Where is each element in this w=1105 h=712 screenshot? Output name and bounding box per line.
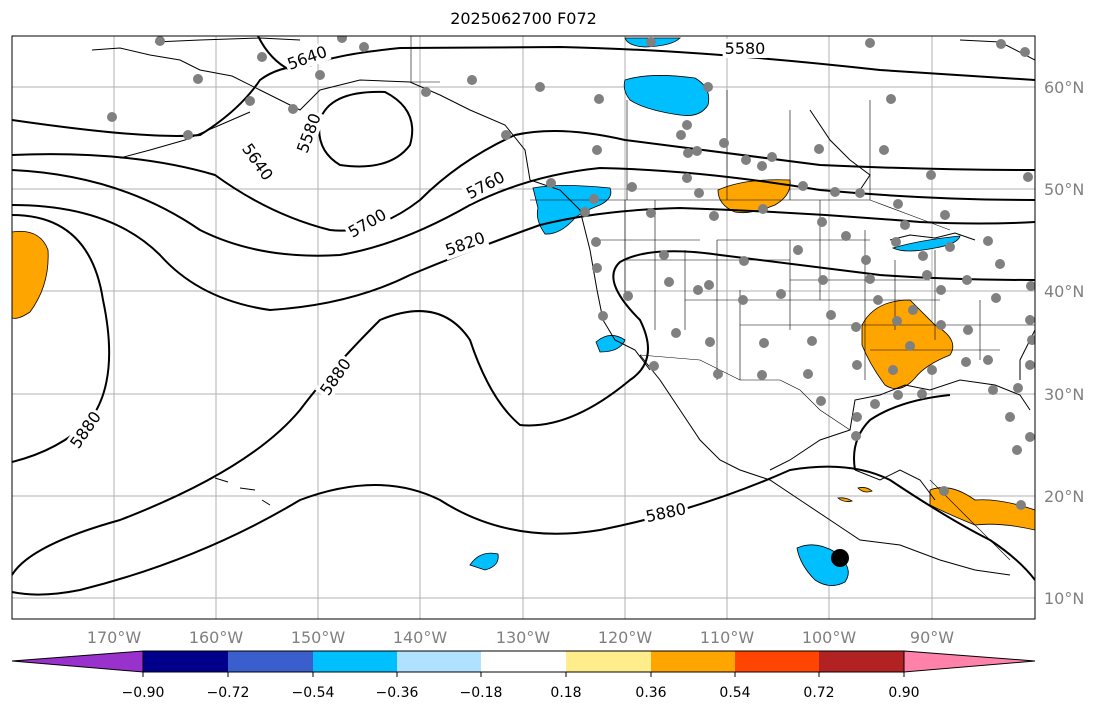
colorbar-tick-marks xyxy=(142,672,905,677)
colorbar-tick-5: −0.18 xyxy=(460,685,503,701)
contour-label-knockout xyxy=(282,41,332,75)
border-us-canada xyxy=(530,199,951,231)
border-alaska xyxy=(410,36,440,83)
colorbar-tick-10: 0.90 xyxy=(888,685,919,701)
colorbar-tick-6: 0.18 xyxy=(550,685,581,701)
contour-label-knockout xyxy=(343,203,392,243)
contour-5880-gulf xyxy=(853,394,951,471)
border-us-mexico xyxy=(639,354,851,431)
lat-label-50: 50°N xyxy=(1044,180,1084,199)
coast-lakes xyxy=(889,232,976,241)
coast-gulf xyxy=(769,379,1031,471)
contour-5880-south xyxy=(12,465,1035,596)
colorbar: −0.90 −0.72 −0.54 −0.36 −0.18 0.18 0.36 … xyxy=(11,650,1036,701)
colorbar-tick-4: −0.36 xyxy=(376,685,419,701)
border-states-v xyxy=(624,200,981,380)
lon-label-130w: 130°W xyxy=(496,628,551,647)
map-frame xyxy=(11,35,1036,620)
gridlines xyxy=(12,36,1035,619)
contour-5880-dateline xyxy=(12,214,111,463)
colorbar-tick-9: 0.72 xyxy=(803,685,834,701)
contour-5580-low xyxy=(318,90,414,168)
shade-blue-yukon xyxy=(623,75,710,116)
shade-orange-caribbean xyxy=(929,487,1035,531)
contour-label-knockout xyxy=(642,498,690,527)
lon-label-150w: 150°W xyxy=(291,628,346,647)
coast-alaska xyxy=(91,47,531,181)
lat-label-30: 30°N xyxy=(1044,385,1084,404)
contour-5880-main xyxy=(12,250,1035,576)
contour-label-knockout xyxy=(440,227,490,261)
contour-5640-west xyxy=(12,45,1035,137)
lon-label-170w: 170°W xyxy=(87,628,142,647)
contour-5700 xyxy=(12,130,1035,232)
hawaii-islands xyxy=(214,477,271,506)
lat-label-20: 20°N xyxy=(1044,487,1084,506)
station-dots xyxy=(107,36,1035,510)
lon-label-160w: 160°W xyxy=(189,628,244,647)
contour-5640-upper xyxy=(257,36,291,71)
coast-baja xyxy=(639,354,1011,576)
lon-label-140w: 140°W xyxy=(393,628,448,647)
coast-yucatan xyxy=(854,469,936,501)
coast-arctic xyxy=(154,37,301,43)
map-title: 2025062700 F072 xyxy=(450,9,597,28)
colorbar-segment-6 xyxy=(566,651,651,672)
contour-label-knockout xyxy=(314,353,357,401)
contour-label-knockout xyxy=(64,406,107,454)
colorbar-segment-5 xyxy=(481,651,566,672)
storm-center-marker xyxy=(831,549,849,567)
colorbar-segment-1 xyxy=(143,651,228,672)
colorbar-tick-7: 0.36 xyxy=(635,685,666,701)
longitude-labels: 170°W 160°W 150°W 140°W 130°W 120°W 110°… xyxy=(87,628,954,647)
colorbar-segment-9 xyxy=(819,651,904,672)
colorbar-tick-1: −0.90 xyxy=(122,685,165,701)
shade-orange-dateline xyxy=(12,231,49,319)
lat-label-60: 60°N xyxy=(1044,78,1084,97)
lon-label-90w: 90°W xyxy=(910,628,954,647)
colorbar-tick-3: −0.54 xyxy=(292,685,335,701)
colorbar-frame xyxy=(142,650,905,673)
colorbar-tick-2: −0.72 xyxy=(207,685,250,701)
colorbar-segment-7 xyxy=(651,651,735,672)
contour-label-knockout xyxy=(236,138,279,186)
lat-label-40: 40°N xyxy=(1044,282,1084,301)
lon-label-110w: 110°W xyxy=(700,628,755,647)
lon-label-100w: 100°W xyxy=(802,628,857,647)
coast-hudson xyxy=(809,109,871,191)
height-contours xyxy=(12,36,1035,596)
colorbar-extend-low xyxy=(11,650,144,673)
colorbar-extend-high xyxy=(903,650,1036,673)
latitude-labels: 60°N 50°N 40°N 30°N 20°N 10°N xyxy=(1044,78,1084,608)
colorbar-segment-4 xyxy=(397,651,481,672)
contour-label-knockout xyxy=(722,39,768,58)
shade-blue-socal xyxy=(595,335,626,353)
shade-orange-tx xyxy=(857,487,873,493)
shade-orange-gulf xyxy=(837,497,853,502)
contour-label-knockout xyxy=(292,108,326,158)
colorbar-segment-3 xyxy=(313,651,397,672)
contour-label-5580-a: 5580 xyxy=(725,39,766,58)
contour-5760 xyxy=(12,166,1035,257)
colorbar-segment-2 xyxy=(228,651,313,672)
contour-label-knockout xyxy=(461,166,510,205)
coast-westus xyxy=(529,179,651,371)
border-states-h xyxy=(600,239,1035,351)
lat-label-10: 10°N xyxy=(1044,589,1084,608)
lon-label-120w: 120°W xyxy=(598,628,653,647)
colorbar-segment-8 xyxy=(735,651,819,672)
colorbar-tick-8: 0.54 xyxy=(719,685,750,701)
shade-blue-greatlakes xyxy=(891,235,961,252)
coast-aleutians xyxy=(119,111,251,159)
shade-blue-hawaii xyxy=(469,552,499,571)
